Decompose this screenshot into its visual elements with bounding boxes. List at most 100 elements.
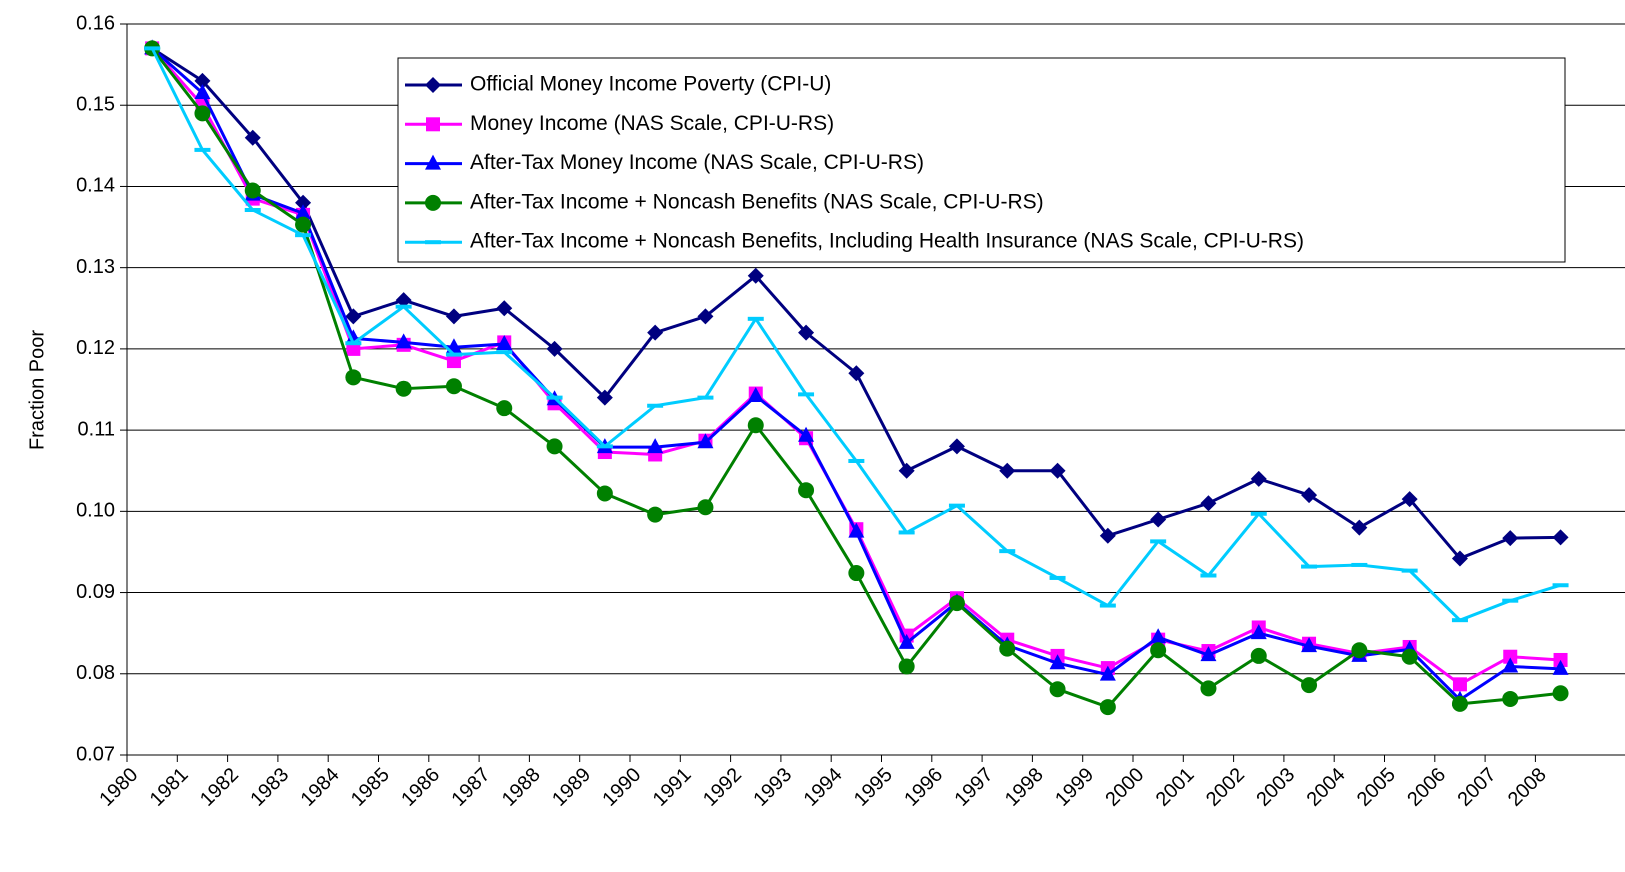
marker (546, 438, 563, 455)
marker (1351, 519, 1368, 536)
x-tick-label: 2005 (1353, 764, 1400, 811)
marker (1150, 642, 1167, 659)
y-tick-label: 0.14 (76, 175, 115, 197)
marker (395, 380, 412, 397)
marker (948, 438, 965, 455)
marker (596, 444, 613, 449)
x-tick-label: 2002 (1202, 764, 1249, 811)
marker (1049, 575, 1066, 580)
marker (546, 340, 563, 357)
marker (1049, 654, 1066, 670)
marker (697, 433, 714, 449)
marker (244, 129, 261, 146)
marker (1401, 648, 1418, 665)
marker (295, 233, 312, 238)
marker (798, 324, 815, 341)
marker (295, 216, 312, 233)
legend-label: Official Money Income Poverty (CPI-U) (470, 73, 831, 96)
marker (1452, 677, 1467, 692)
marker (1502, 530, 1519, 547)
x-tick-label: 1980 (95, 764, 142, 811)
marker (496, 335, 513, 351)
marker (1049, 681, 1066, 698)
marker (1250, 647, 1267, 664)
marker (798, 392, 815, 397)
marker (345, 369, 362, 386)
marker (1502, 598, 1519, 603)
marker (747, 417, 764, 434)
marker (1150, 539, 1167, 544)
x-tick-label: 1988 (498, 764, 545, 811)
marker (445, 378, 462, 395)
x-tick-label: 1997 (950, 764, 997, 811)
marker (596, 389, 613, 406)
legend-box (397, 57, 1566, 263)
marker (395, 333, 412, 349)
y-tick-label: 0.16 (76, 12, 115, 34)
marker (1451, 550, 1468, 567)
marker (747, 386, 764, 402)
marker (697, 308, 714, 325)
marker (697, 499, 714, 516)
marker (546, 395, 563, 400)
marker (1451, 618, 1468, 623)
marker (1301, 487, 1318, 504)
marker (948, 503, 965, 508)
marker (1099, 665, 1116, 681)
legend-marker (425, 240, 441, 245)
marker (1552, 685, 1569, 702)
marker (144, 46, 161, 51)
x-tick-label: 2006 (1403, 764, 1450, 811)
marker (647, 438, 664, 454)
marker (496, 350, 513, 355)
x-tick-label: 2004 (1303, 764, 1350, 811)
y-tick-label: 0.12 (76, 337, 115, 359)
marker (1250, 511, 1267, 516)
marker (1301, 637, 1318, 653)
y-tick-label: 0.13 (76, 256, 115, 278)
marker (1552, 659, 1569, 675)
x-tick-label: 2001 (1152, 764, 1199, 811)
marker (747, 267, 764, 284)
marker (295, 204, 312, 220)
marker (445, 352, 462, 357)
x-tick-label: 2008 (1504, 764, 1551, 811)
marker (999, 549, 1016, 554)
marker (898, 658, 915, 675)
x-tick-label: 1992 (699, 764, 746, 811)
marker (1150, 628, 1167, 644)
y-tick-label: 0.08 (76, 662, 115, 684)
marker (948, 595, 965, 612)
marker (445, 308, 462, 325)
marker (1552, 529, 1569, 546)
marker (395, 292, 412, 309)
x-tick-label: 1993 (749, 764, 796, 811)
marker (1401, 491, 1418, 508)
marker (194, 105, 211, 122)
marker (496, 300, 513, 317)
legend-label: After-Tax Income + Noncash Benefits (NAS… (470, 190, 1044, 213)
x-tick-label: 1984 (297, 764, 344, 811)
x-tick-label: 2003 (1252, 764, 1299, 811)
marker (194, 72, 211, 89)
marker (898, 530, 915, 535)
x-tick-label: 1989 (548, 764, 595, 811)
marker (1301, 677, 1318, 694)
marker (596, 485, 613, 502)
marker (1200, 495, 1217, 512)
legend-marker (425, 194, 441, 211)
x-tick-label: 1991 (649, 764, 696, 811)
marker (1502, 657, 1519, 673)
y-tick-label: 0.15 (76, 94, 115, 116)
marker (647, 324, 664, 341)
marker (848, 565, 865, 582)
x-tick-label: 1995 (850, 764, 897, 811)
marker (446, 354, 461, 369)
x-tick-label: 1983 (246, 764, 293, 811)
marker (1200, 646, 1217, 662)
x-tick-label: 1987 (447, 764, 494, 811)
marker (1099, 603, 1116, 608)
marker (1351, 642, 1368, 659)
legend-label: Money Income (NAS Scale, CPI-U-RS) (470, 112, 834, 135)
x-tick-label: 1986 (397, 764, 444, 811)
